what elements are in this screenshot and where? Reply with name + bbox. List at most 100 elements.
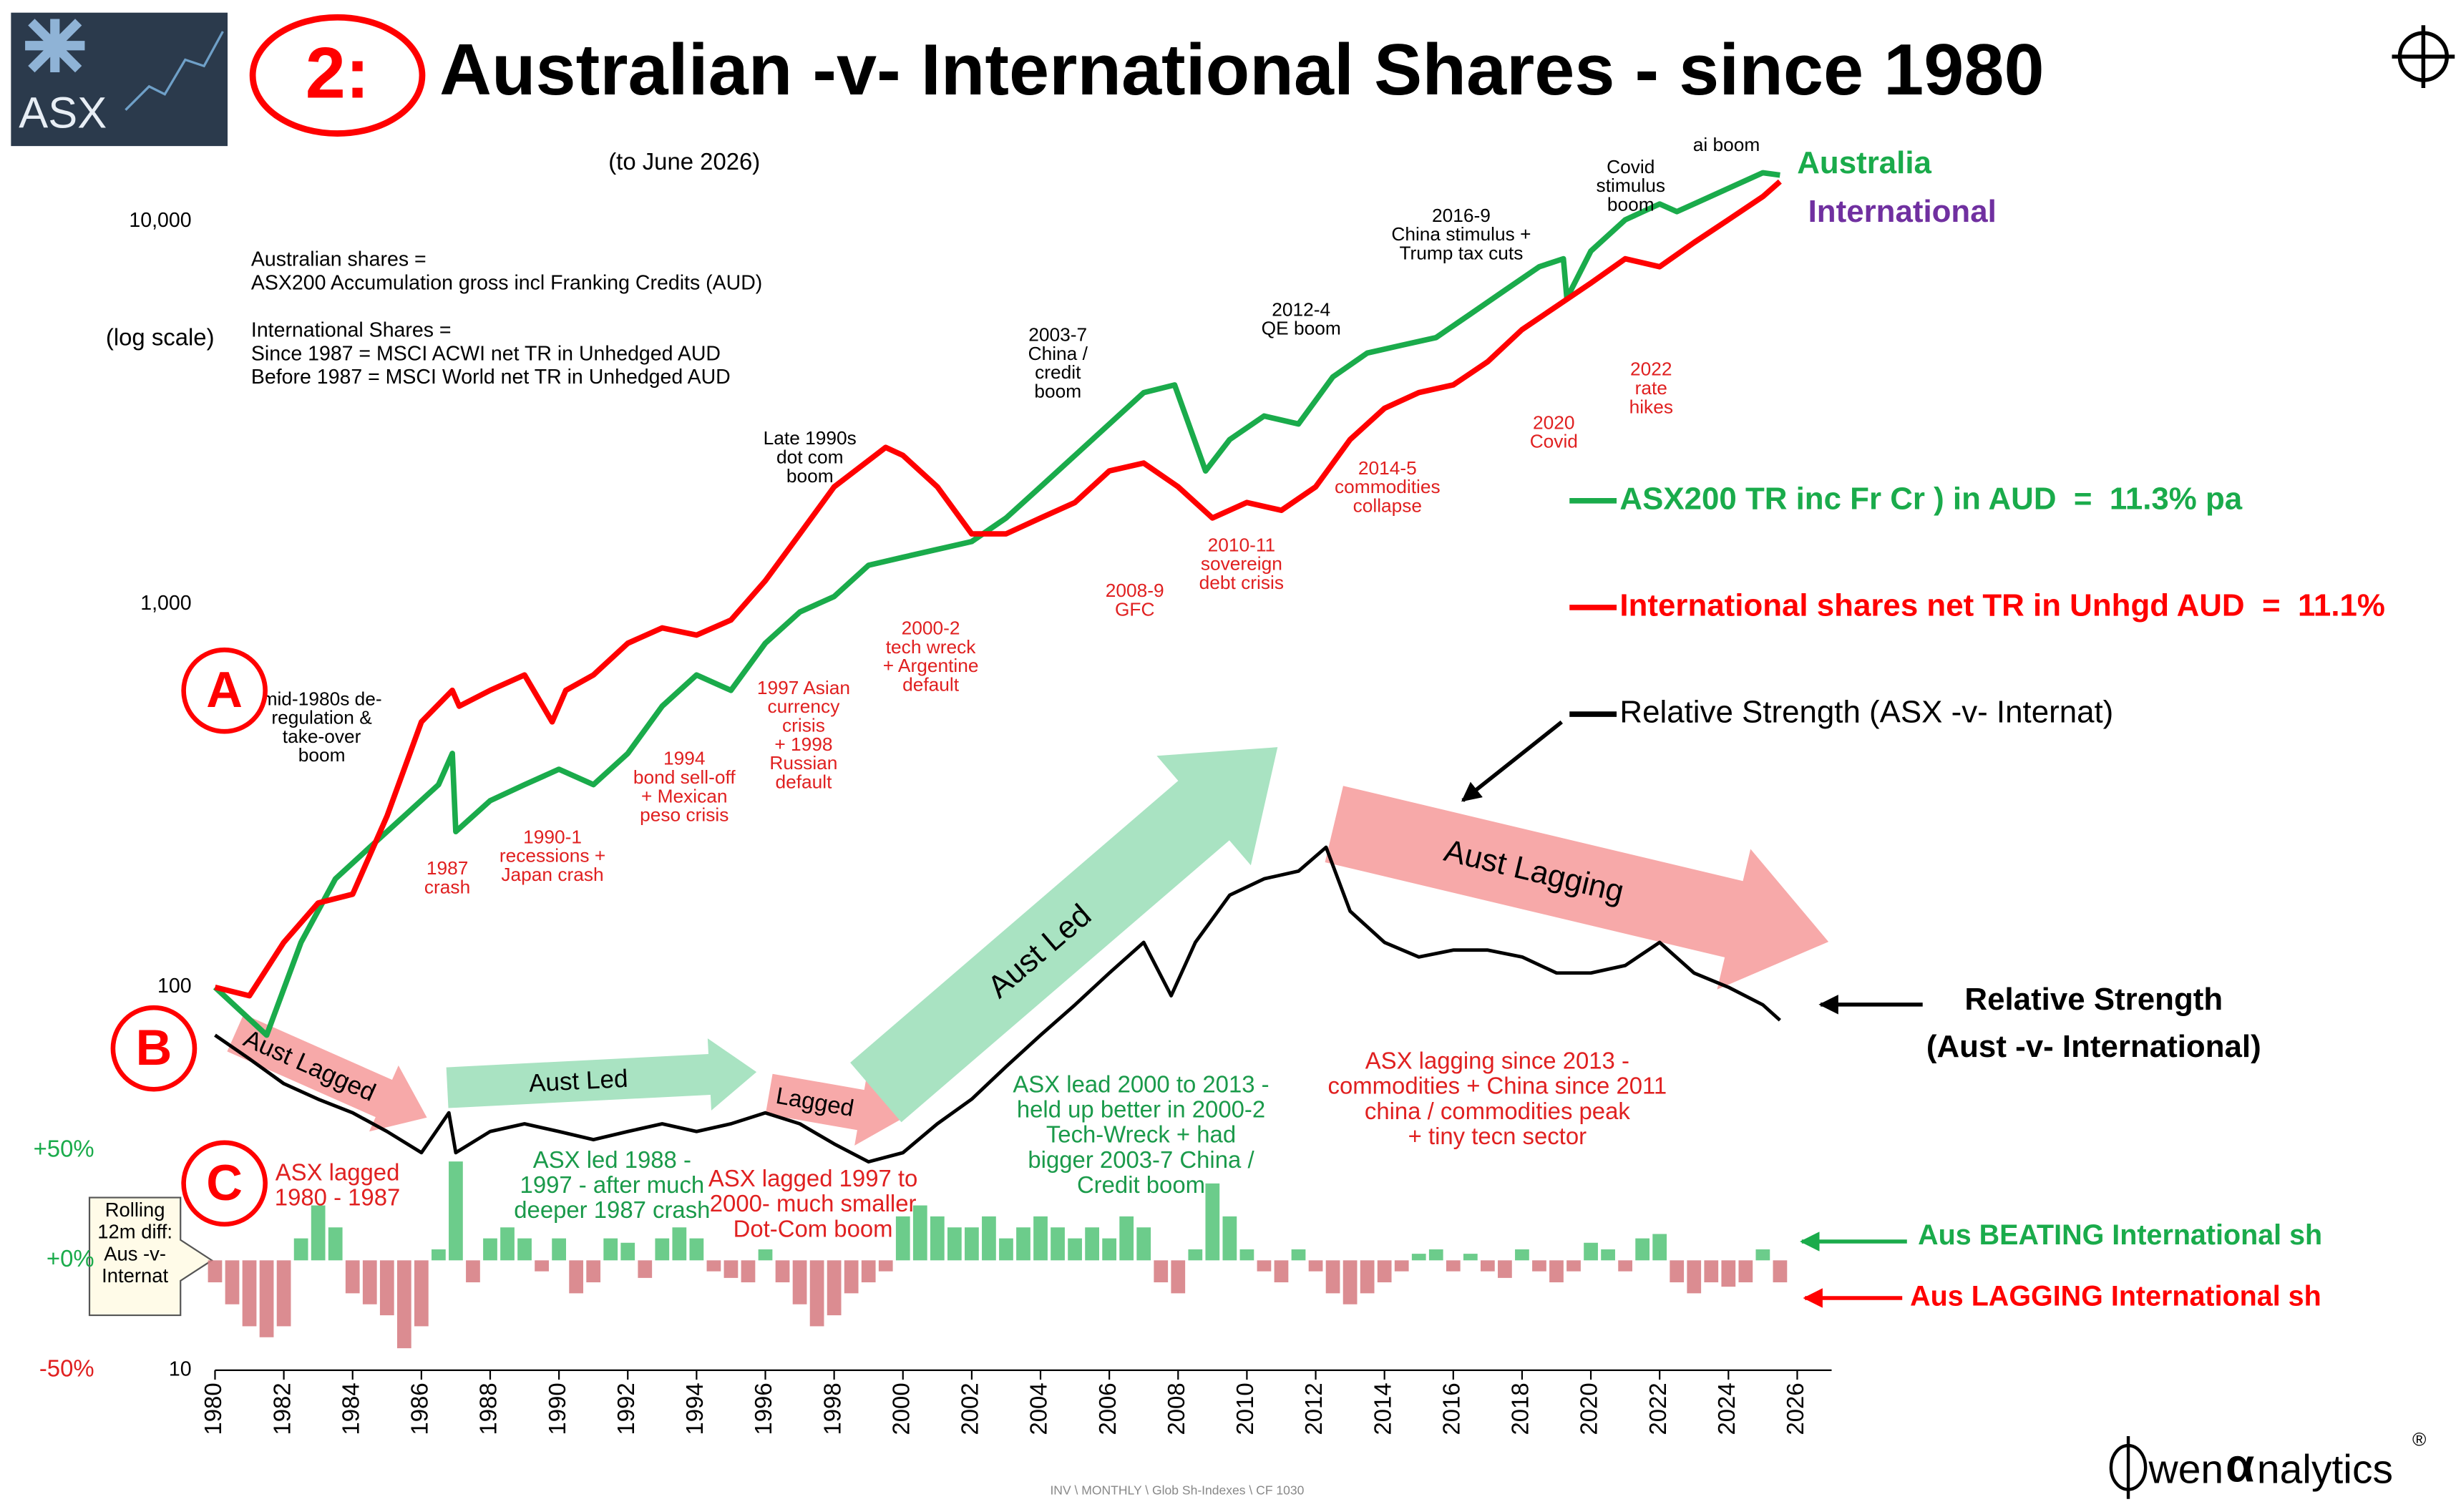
annotation: deeper 1987 crash (514, 1196, 710, 1223)
diff-bar (1755, 1249, 1770, 1261)
diff-bar (1136, 1227, 1151, 1261)
x-tick-label: 2002 (957, 1382, 983, 1435)
trend-arrow: Aust Lagging (1325, 786, 1829, 990)
diff-bar (1566, 1260, 1581, 1272)
diff-bar (1033, 1216, 1048, 1261)
section-label: C (206, 1154, 243, 1211)
annotation: 2008-9 (1106, 580, 1164, 601)
annotation: Japan crash (501, 864, 603, 885)
diff-bar (1085, 1227, 1099, 1261)
annotation: peso crisis (640, 804, 728, 826)
diff-bar (672, 1227, 687, 1261)
note: ASX200 Accumulation gross incl Franking … (251, 272, 762, 295)
diff-bar (1360, 1260, 1375, 1294)
brand-mark: ® (2412, 1428, 2426, 1450)
diff-bar (844, 1260, 859, 1294)
diff-bar (552, 1238, 566, 1261)
diff-bar (1652, 1234, 1667, 1261)
annotation: 2020 (1533, 411, 1575, 433)
annotation: ASX led 1988 - (533, 1146, 691, 1173)
pointer-arrow (1461, 720, 1563, 802)
diff-bar (1584, 1242, 1598, 1261)
beating-label: Aus BEATING International sh (1918, 1219, 2322, 1251)
x-tick-label: 2004 (1025, 1382, 1052, 1435)
rolling-label: Rolling 12m diff: Aus -v- Internat (97, 1199, 172, 1287)
rolling-label-box: Rolling 12m diff: Aus -v- Internat (97, 1199, 172, 1287)
annotation: currency (768, 696, 841, 717)
diff-bar (362, 1260, 377, 1304)
x-tick-label: 1992 (613, 1382, 639, 1435)
x-tick-label: 2010 (1232, 1382, 1258, 1435)
annotation: take-over (283, 726, 361, 747)
note: International Shares = (251, 318, 452, 341)
annotation: china / commodities peak (1365, 1098, 1630, 1124)
scale-note: (log scale) (106, 324, 215, 351)
annotation: + tiny tecn sector (1408, 1123, 1587, 1149)
annotation: bigger 2003-7 China / (1028, 1146, 1254, 1173)
annotation: boom (298, 744, 346, 766)
diff-bar (930, 1216, 945, 1261)
diff-bar (1188, 1249, 1203, 1261)
annotation: crash (424, 876, 470, 897)
diff-bar (500, 1227, 515, 1261)
diff-bar (1670, 1260, 1685, 1283)
annotation: credit (1035, 361, 1081, 383)
annotation: boom (1034, 380, 1081, 401)
y-tick-label: 1,000 (140, 592, 191, 615)
x-tick-label: 1990 (544, 1382, 570, 1435)
trend-arrow-shape (850, 747, 1278, 1123)
annotation: held up better in 2000-2 (1017, 1096, 1265, 1123)
series-line (213, 170, 1780, 1038)
annotation: 2016-9 (1432, 205, 1491, 226)
brand-symbol (2109, 1435, 2148, 1499)
diff-bar (758, 1249, 773, 1261)
diff-bar (345, 1260, 360, 1294)
diff-bar (1394, 1260, 1409, 1272)
diff-bar (1463, 1254, 1478, 1261)
x-tick-label: 1996 (750, 1382, 776, 1435)
diff-bar (895, 1216, 910, 1261)
annotation: 2010-11 (1208, 534, 1276, 555)
annotation: tech wreck (886, 636, 977, 658)
diff-bar (466, 1260, 480, 1283)
annotation: commodities (1335, 476, 1441, 497)
diff-bar (1274, 1260, 1289, 1283)
diff-bar (483, 1238, 497, 1261)
logo-cross (25, 19, 85, 73)
diff-bar (1342, 1260, 1358, 1304)
y-tick-label: 100 (157, 975, 192, 998)
y-tick-label: 10 (169, 1357, 192, 1380)
annotation: 1980 - 1987 (275, 1184, 400, 1210)
diff-bar (432, 1249, 446, 1261)
y2-tick-label: +50% (34, 1135, 94, 1161)
legend-label: International shares net TR in Unhgd AUD… (1619, 588, 2384, 623)
diff-bar (655, 1238, 670, 1261)
diff-bar (1257, 1260, 1272, 1272)
annotation: sovereign (1201, 553, 1282, 575)
x-tick-label: 1986 (406, 1382, 433, 1435)
y-tick-label: 10,000 (129, 209, 191, 232)
x-tick-label: 1998 (819, 1382, 845, 1435)
crosshair-icon (2392, 25, 2455, 88)
trend-arrow-shape (765, 1073, 905, 1146)
x-tick-label: 2012 (1300, 1382, 1327, 1435)
diff-bar (723, 1260, 739, 1278)
annotation: default (902, 674, 960, 696)
rs-label: Relative Strength (1964, 982, 2223, 1017)
logo-text: ASX (19, 89, 107, 138)
annotation: ASX lagged (276, 1159, 400, 1185)
x-tick-label: 2018 (1507, 1382, 1534, 1435)
diff-bar (620, 1242, 635, 1261)
diff-bar (1446, 1260, 1461, 1272)
annotation: 2003-7 (1028, 323, 1087, 345)
diff-bar (1601, 1249, 1615, 1261)
lagging-label: Aus LAGGING International sh (1910, 1280, 2321, 1312)
annotation: rate (1635, 377, 1667, 399)
chart-title: Australian -v- International Shares - si… (439, 30, 2044, 110)
diff-bar (1205, 1183, 1220, 1261)
diff-bar (775, 1260, 790, 1283)
diff-bar (1068, 1238, 1082, 1261)
diff-bar (1377, 1260, 1392, 1283)
x-tick-label: 2006 (1094, 1382, 1121, 1435)
